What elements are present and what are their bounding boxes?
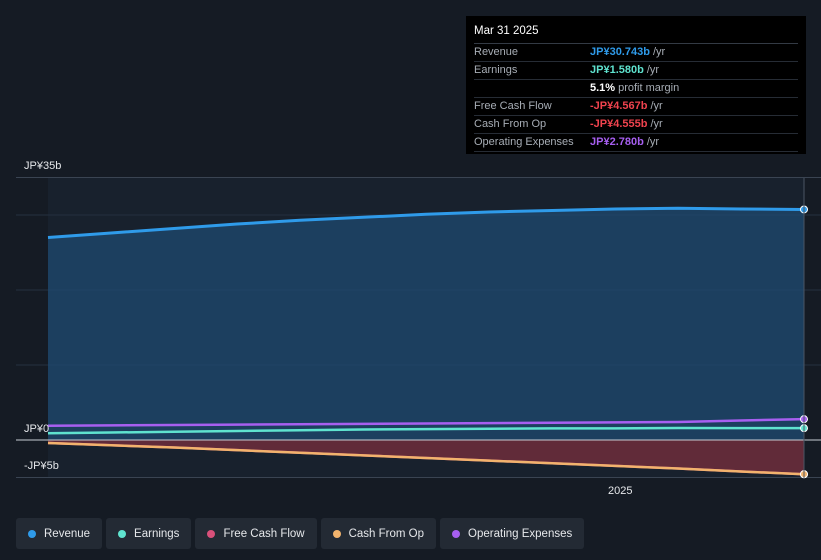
revenue-line bbox=[47, 206, 805, 239]
legend-label: Revenue bbox=[44, 527, 91, 540]
legend-label: Operating Expenses bbox=[468, 527, 573, 540]
legend-item[interactable]: Free Cash Flow bbox=[195, 518, 317, 549]
revenue-area bbox=[48, 208, 804, 440]
legend-dot-icon bbox=[28, 529, 36, 538]
tooltip: Mar 31 2025 Revenue JP¥30.743b/yr Earnings… bbox=[466, 16, 806, 154]
tooltip-row: Cash From Op -JP¥4.555b/yr bbox=[474, 116, 798, 134]
tooltip-row-value: -JP¥4.555b bbox=[590, 118, 648, 130]
tooltip-row: Earnings JP¥1.580b/yr bbox=[474, 62, 798, 80]
tooltip-row: Free Cash Flow -JP¥4.567b/yr bbox=[474, 98, 798, 116]
tooltip-row: Operating Expenses JP¥2.780b/yr bbox=[474, 134, 798, 152]
legend-label: Free Cash Flow bbox=[223, 527, 305, 540]
tooltip-row-value: 5.1% bbox=[590, 82, 616, 94]
tooltip-row-unit: /yr bbox=[652, 46, 666, 58]
chart-area bbox=[16, 177, 821, 479]
tooltip-row-label: Cash From Op bbox=[474, 118, 547, 130]
tooltip-row-unit: /yr bbox=[646, 64, 660, 76]
tooltip-row-unit: /yr bbox=[650, 118, 663, 130]
legend: Revenue Earnings Free Cash Flow Cash From O… bbox=[16, 518, 585, 549]
cash-from-op-line bbox=[47, 441, 805, 476]
tooltip-row-value: JP¥1.580b bbox=[590, 64, 644, 76]
y-tick-label-zero: JP¥0 bbox=[24, 423, 50, 435]
tooltip-rows: Revenue JP¥30.743b/yr Earnings JP¥1.580b/yr… bbox=[474, 44, 798, 152]
legend-label: Earnings bbox=[134, 527, 180, 540]
tooltip-row-value: -JP¥4.567b bbox=[590, 100, 648, 112]
tooltip-row-value: JP¥30.743b bbox=[590, 46, 650, 58]
tooltip-row-value: JP¥2.780b bbox=[590, 136, 644, 148]
tooltip-row-label: Free Cash Flow bbox=[474, 100, 552, 112]
legend-dot-icon bbox=[332, 529, 341, 538]
legend-item[interactable]: Revenue bbox=[16, 518, 103, 549]
legend-item[interactable]: Earnings bbox=[106, 518, 192, 549]
legend-label: Cash From Op bbox=[348, 527, 425, 540]
series-lines bbox=[47, 206, 805, 476]
legend-dot-icon bbox=[452, 529, 461, 538]
operating-expenses-line bbox=[47, 417, 805, 428]
tooltip-row-unit: profit margin bbox=[618, 82, 680, 94]
legend-item[interactable]: Operating Expenses bbox=[440, 518, 585, 549]
tooltip-row-label: Revenue bbox=[474, 46, 519, 58]
tooltip-date: Mar 31 2025 bbox=[474, 23, 798, 44]
tooltip-row-label bbox=[474, 80, 590, 97]
tooltip-row-unit: /yr bbox=[650, 100, 663, 112]
tooltip-row-label: Operating Expenses bbox=[474, 136, 574, 148]
x-tick-label-2025: 2025 bbox=[608, 485, 633, 497]
legend-item[interactable]: Cash From Op bbox=[320, 518, 437, 549]
legend-dot-icon bbox=[118, 529, 127, 538]
earnings-line bbox=[47, 426, 804, 435]
y-tick-label-top: JP¥35b bbox=[24, 160, 62, 172]
tooltip-row: Revenue JP¥30.743b/yr bbox=[474, 44, 798, 62]
legend-dot-icon bbox=[207, 529, 216, 538]
y-tick-label-bottom: -JP¥5b bbox=[24, 460, 59, 472]
tooltip-row-unit: /yr bbox=[646, 136, 660, 148]
tooltip-row: 5.1% profit margin bbox=[474, 80, 798, 98]
tooltip-row-label: Earnings bbox=[474, 64, 518, 76]
